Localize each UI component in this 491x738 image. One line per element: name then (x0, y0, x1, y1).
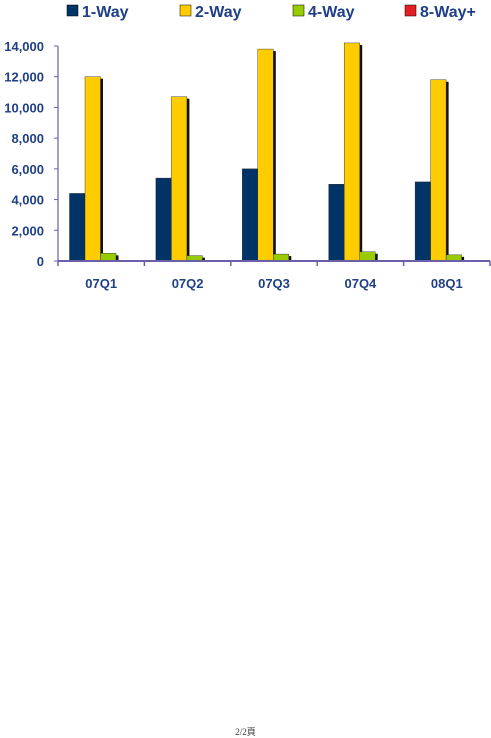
y-tick-label: 0 (37, 254, 44, 269)
y-tick-label: 8,000 (11, 131, 44, 146)
bar-shadow (116, 255, 119, 261)
legend-swatch (292, 4, 305, 17)
y-tick-label: 14,000 (4, 39, 44, 54)
y-tick-label: 6,000 (11, 162, 44, 177)
bar-shadow (359, 44, 363, 261)
legend-label: 4-Way (308, 4, 355, 21)
bar (155, 177, 172, 262)
x-tick-label: 07Q2 (172, 276, 204, 291)
bar (430, 79, 447, 262)
bar-shadow (186, 98, 190, 261)
bar-chart: 1-Way 2-Way 4-Way 8-Way+ 0 2,000 4,000 6,000 8,… (4, 4, 491, 291)
bar (414, 181, 431, 262)
x-tick-label: 07Q3 (258, 276, 290, 291)
bar-shadow (446, 81, 449, 262)
bar-group (155, 96, 205, 262)
bar (273, 253, 289, 262)
bar-group (242, 48, 292, 262)
x-tick-label: 08Q1 (431, 276, 463, 291)
legend-label: 8-Way+ (420, 4, 476, 21)
legend-swatch (404, 4, 417, 17)
bar-group (328, 42, 378, 262)
legend-label: 2-Way (195, 4, 242, 21)
legend-item: 2-Way (179, 4, 242, 21)
y-tick-label: 2,000 (11, 223, 44, 238)
bar (69, 193, 86, 262)
bar (257, 48, 274, 262)
y-tick-label: 10,000 (4, 100, 44, 115)
legend-item: 4-Way (292, 4, 355, 21)
bar-shadow (461, 256, 465, 261)
bar-shadow (273, 51, 276, 262)
bar-shadow (375, 253, 378, 261)
bar (242, 168, 259, 262)
legend-swatch (66, 4, 79, 17)
page-footer: 2/2頁 (235, 727, 256, 737)
y-axis: 0 2,000 4,000 6,000 8,000 10,000 12,000 14,000 (4, 39, 59, 269)
legend-swatch (179, 4, 192, 17)
x-axis: 07Q1 07Q2 07Q3 07Q4 08Q1 (57, 260, 491, 291)
bar (328, 184, 345, 262)
y-tick-label: 12,000 (4, 70, 44, 85)
bar (84, 76, 101, 262)
bar-shadow (202, 257, 205, 261)
bar (359, 251, 376, 262)
chart-legend: 1-Way 2-Way 4-Way 8-Way+ (66, 4, 476, 21)
bar-group (414, 79, 465, 262)
legend-label: 1-Way (82, 4, 129, 21)
bar (171, 96, 188, 262)
legend-item: 8-Way+ (404, 4, 476, 21)
bar (344, 42, 360, 262)
x-tick-label: 07Q1 (85, 276, 117, 291)
bars (69, 42, 465, 262)
bar-shadow (288, 256, 292, 261)
bar-group (69, 76, 119, 262)
x-tick-label: 07Q4 (344, 276, 377, 291)
bar (100, 253, 117, 262)
bar-shadow (100, 78, 103, 261)
legend-item: 1-Way (66, 4, 129, 21)
y-tick-label: 4,000 (11, 193, 44, 208)
